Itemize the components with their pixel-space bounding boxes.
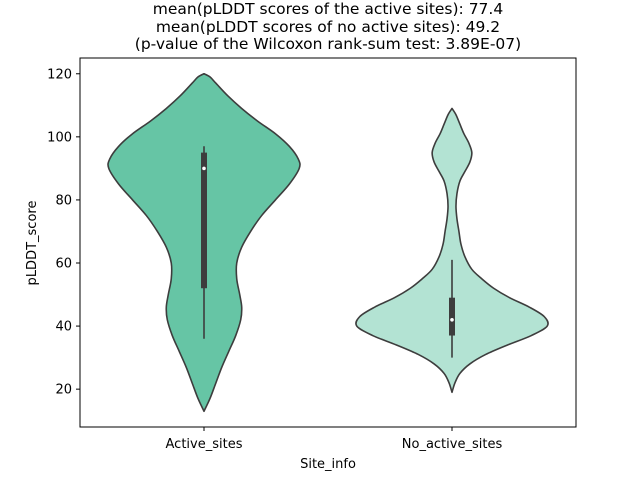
violin-iqr-box [201,152,207,289]
violin-median-dot [202,166,206,171]
violin-iqr-box [449,297,455,336]
x-tick-label: No_active_sites [402,437,503,452]
x-axis: Active_sites No_active_sites [166,427,503,452]
violin-No_active_sites [355,107,549,394]
x-axis-label: Site_info [300,457,356,472]
title-line-2: mean(pLDDT scores of no active sites): 4… [156,18,500,36]
y-tick-label: 120 [47,67,72,82]
violins-layer [107,72,549,413]
y-tick-label: 80 [55,193,72,208]
title-line-3: (p-value of the Wilcoxon rank-sum test: … [135,35,521,53]
y-tick-label: 40 [55,320,72,335]
x-tick-label: Active_sites [166,437,243,452]
chart-title: mean(pLDDT scores of the active sites): … [135,0,521,53]
plot-frame [79,57,577,428]
y-tick-label: 60 [55,257,72,272]
y-axis: 20 40 60 80 100 120 [47,67,80,398]
y-tick-label: 20 [55,383,72,398]
violin-body [355,107,549,394]
violin-median-dot [450,317,454,322]
y-axis-label: pLDDT_score [25,201,40,286]
violin-Active_sites [107,72,301,413]
title-line-1: mean(pLDDT scores of the active sites): … [153,0,503,18]
y-tick-label: 100 [47,130,72,145]
